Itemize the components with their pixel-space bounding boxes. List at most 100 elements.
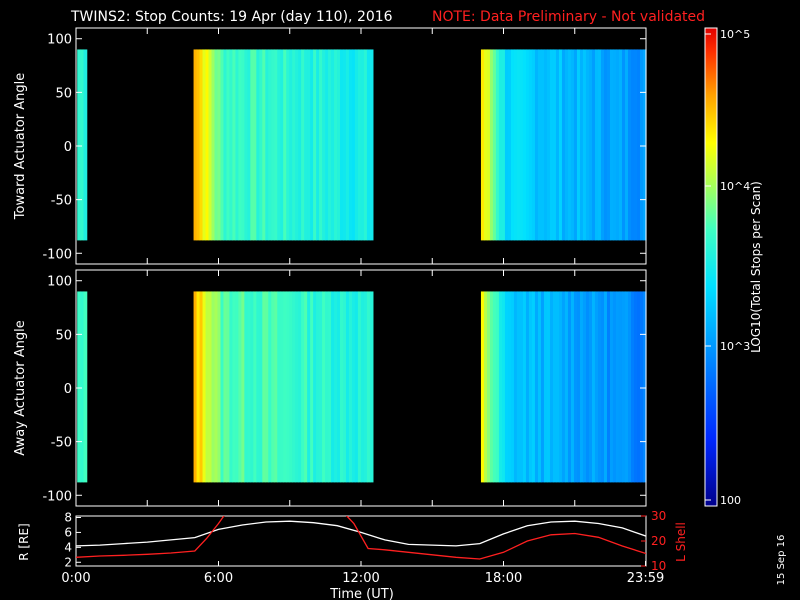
heatmap-cell	[214, 49, 219, 241]
heatmap-cell	[253, 291, 257, 483]
heatmap-cell	[289, 49, 293, 241]
heatmap-cell	[199, 49, 204, 241]
heatmap-cell	[262, 49, 266, 241]
heatmap-cell	[274, 291, 278, 483]
heatmap-cell	[597, 49, 602, 241]
heatmap-cell	[582, 291, 587, 483]
heatmap-cell	[280, 291, 284, 483]
heatmap-cell	[594, 291, 599, 483]
heatmap-cell	[283, 291, 287, 483]
colorbar-tick-label: 100	[720, 494, 741, 507]
heatmap-cell	[621, 291, 626, 483]
heatmap-cell	[495, 49, 500, 241]
lshell-tick-label: 30	[651, 509, 666, 523]
ylabel-toward: Toward Actuator Angle	[13, 73, 28, 220]
heatmap-cell	[310, 49, 314, 241]
heatmap-cell	[612, 291, 617, 483]
y-tick-label: -100	[42, 489, 72, 504]
heatmap-cell	[351, 49, 356, 241]
heatmap-cell	[337, 49, 341, 241]
time-tick-label: 18:00	[485, 571, 522, 586]
heatmap-cell	[331, 49, 335, 241]
heatmap-cell	[229, 291, 234, 483]
heatmap-cell	[366, 291, 371, 483]
colorbar	[704, 27, 718, 507]
heatmap-cell	[537, 291, 542, 483]
heatmap-cell	[253, 49, 257, 241]
r-tick-label: 4	[64, 540, 72, 554]
heatmap-cell	[304, 291, 308, 483]
heatmap-cell	[507, 291, 512, 483]
heatmap-cell	[277, 291, 281, 483]
heatmap-toward: 100 50 0 -50 -100	[42, 27, 647, 265]
heatmap-cell	[567, 291, 572, 483]
heatmap-cell	[501, 291, 506, 483]
heatmap-cell	[585, 291, 590, 483]
heatmap-cell	[241, 49, 245, 241]
heatmap-cell	[582, 49, 587, 241]
heatmap-cell	[238, 49, 242, 241]
heatmap-cell	[555, 49, 560, 241]
heatmap-cell	[483, 291, 488, 483]
heatmap-cell	[235, 49, 239, 241]
chart-title: TWINS2: Stop Counts: 19 Apr (day 110), 2…	[70, 9, 393, 25]
ylabel-r: R [RE]	[17, 523, 31, 560]
heatmap-cell	[211, 291, 216, 483]
heatmap-cell	[196, 49, 201, 241]
heatmap-cell	[77, 49, 81, 241]
heatmap-cell	[354, 49, 359, 241]
heatmap-cell	[295, 291, 299, 483]
heatmap-cell	[564, 49, 569, 241]
heatmap-cell	[498, 291, 503, 483]
heatmap-cell	[634, 291, 638, 483]
heatmap-cell	[540, 49, 545, 241]
heatmap-cell	[348, 49, 353, 241]
heatmap-cell	[480, 291, 485, 483]
heatmap-cell	[214, 291, 219, 483]
heatmap-cell	[348, 291, 353, 483]
heatmap-cell	[265, 291, 269, 483]
heatmap-cell	[83, 49, 88, 241]
heatmap-cell	[357, 49, 362, 241]
y-tick-label: 100	[47, 275, 72, 290]
heatmap-cell	[519, 291, 524, 483]
heatmap-cell	[301, 49, 305, 241]
heatmap-cell	[313, 291, 317, 483]
heatmap-cell	[342, 49, 347, 241]
heatmap-cell	[606, 49, 611, 241]
heatmap-cell	[80, 291, 85, 483]
colorbar-ticks: 10^5 10^4 10^3 100	[705, 28, 750, 507]
heatmap-cell	[537, 49, 542, 241]
r-tick-label: 6	[64, 525, 72, 539]
heatmap-cell	[522, 49, 527, 241]
heatmap-cell	[322, 291, 326, 483]
heatmap-cell	[217, 291, 222, 483]
heatmap-cell	[510, 291, 515, 483]
heatmap-cell	[528, 291, 533, 483]
heatmap-cell	[322, 49, 326, 241]
heatmap-cell	[588, 49, 593, 241]
heatmap-cell	[627, 291, 632, 483]
heatmap-cell	[77, 291, 81, 483]
heatmap-cell	[591, 291, 596, 483]
heatmap-cell	[588, 291, 593, 483]
heatmap-cell	[316, 291, 320, 483]
heatmap-cell	[202, 291, 207, 483]
heatmap-cell	[208, 49, 213, 241]
heatmap-away: 100 50 0 -50 -100	[42, 269, 647, 507]
heatmap-cell	[564, 291, 569, 483]
heatmap-cell	[217, 49, 222, 241]
heatmap-cell	[199, 291, 204, 483]
heatmap-cell	[492, 49, 497, 241]
heatmap-cell	[196, 291, 201, 483]
y-tick-label: 0	[64, 140, 72, 155]
heatmap-cell	[573, 291, 578, 483]
heatmap-cell	[360, 49, 365, 241]
heatmap-cell	[304, 49, 308, 241]
heatmap-cell	[232, 291, 236, 483]
heatmap-cell	[516, 291, 521, 483]
lshell-tick-label: 20	[651, 534, 666, 548]
heatmap-cell	[600, 291, 605, 483]
